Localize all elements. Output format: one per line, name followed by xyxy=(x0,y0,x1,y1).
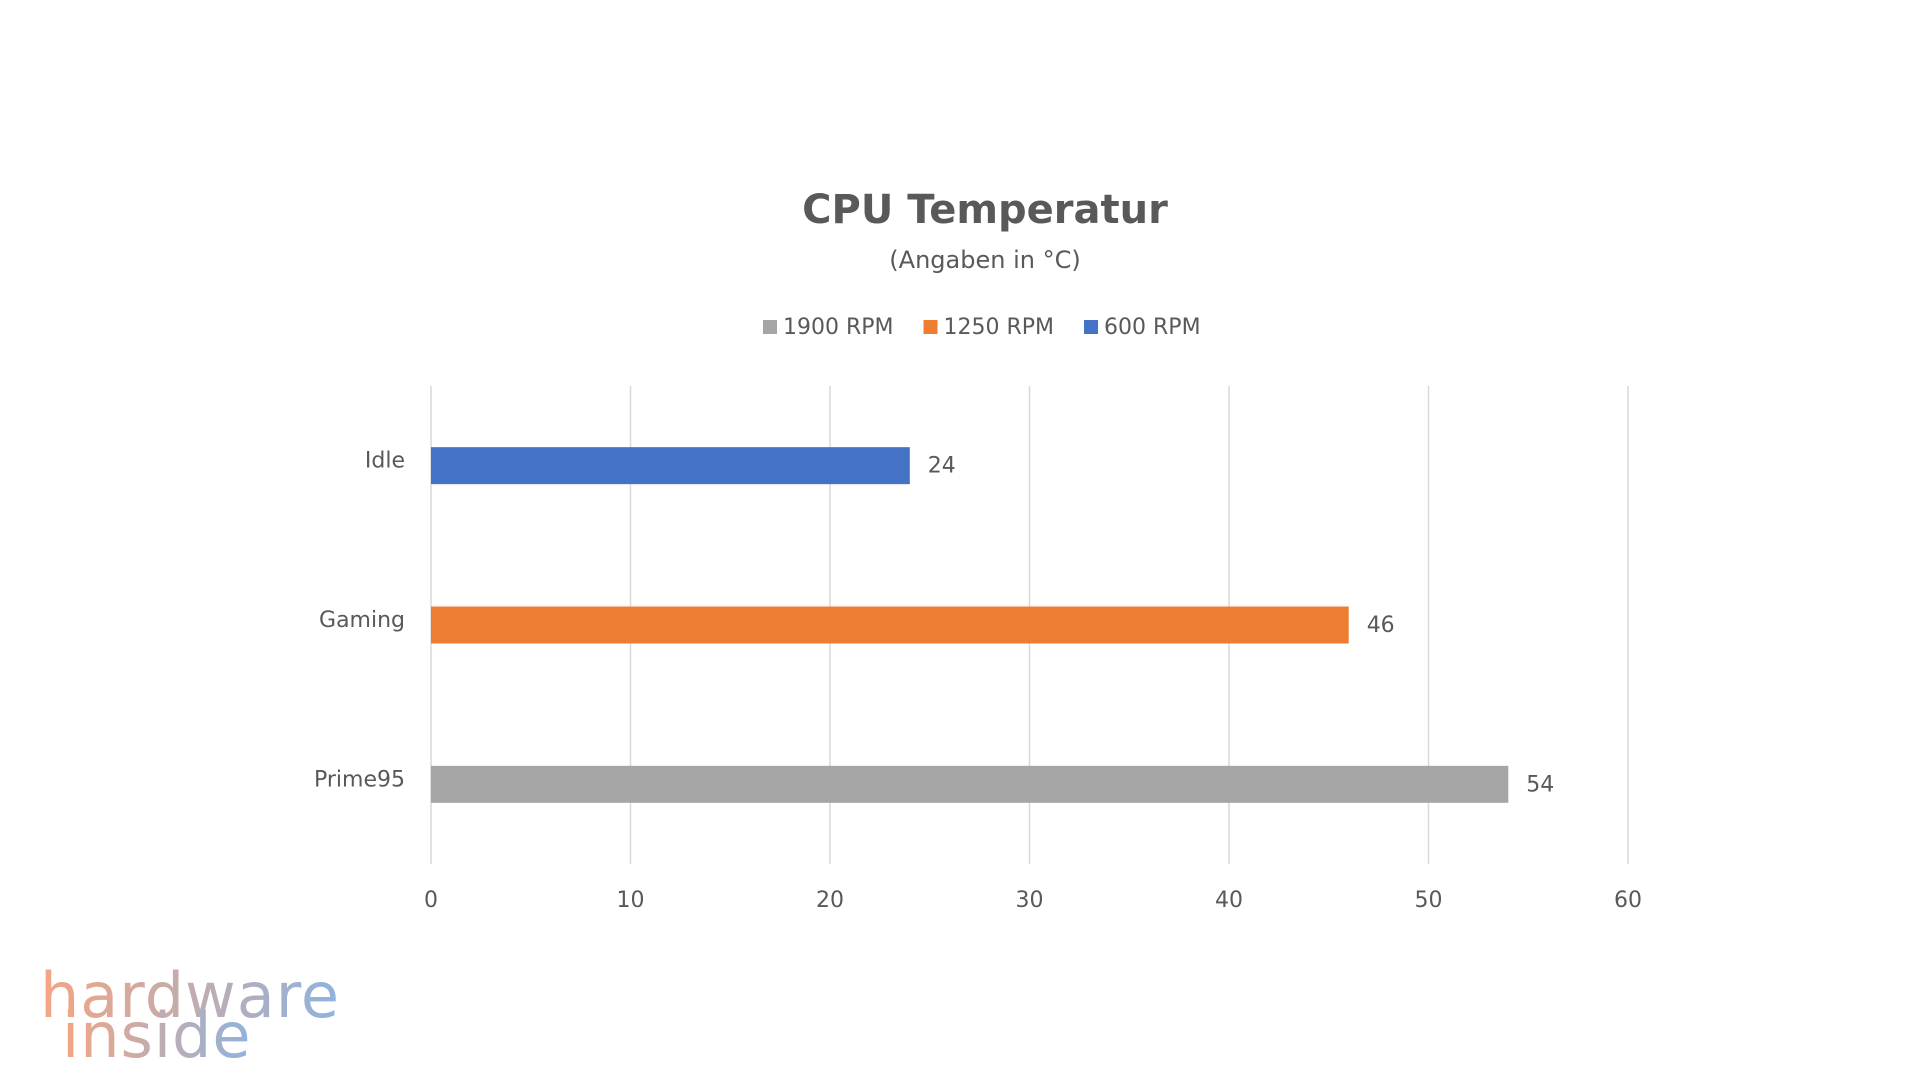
y-tick-label: Idle xyxy=(365,449,405,474)
watermark: inside xyxy=(62,999,252,1072)
legend-swatch xyxy=(1084,320,1099,334)
data-label: 54 xyxy=(1526,772,1554,797)
bar xyxy=(431,765,1509,803)
y-tick-label: Gaming xyxy=(319,608,405,633)
legend-swatch xyxy=(923,320,938,334)
x-tick-label: 60 xyxy=(1614,888,1642,913)
watermark: hardware xyxy=(40,959,340,1032)
legend-label: 1900 RPM xyxy=(783,315,894,340)
x-tick-label: 10 xyxy=(617,888,645,913)
x-tick-label: 40 xyxy=(1215,888,1243,913)
bar xyxy=(431,606,1349,644)
chart-title: CPU Temperatur xyxy=(802,187,1168,233)
x-tick-label: 20 xyxy=(816,888,844,913)
legend-swatch xyxy=(763,320,777,334)
bar xyxy=(431,447,910,485)
legend-label: 1250 RPM xyxy=(944,315,1055,340)
x-tick-label: 50 xyxy=(1415,888,1443,913)
y-tick-label: Prime95 xyxy=(314,767,405,792)
chart-subtitle: (Angaben in °C) xyxy=(889,246,1080,274)
legend-label: 600 RPM xyxy=(1104,315,1201,340)
data-label: 46 xyxy=(1367,613,1395,638)
x-tick-label: 30 xyxy=(1016,888,1044,913)
data-label: 24 xyxy=(928,454,956,479)
x-tick-label: 0 xyxy=(424,888,438,913)
